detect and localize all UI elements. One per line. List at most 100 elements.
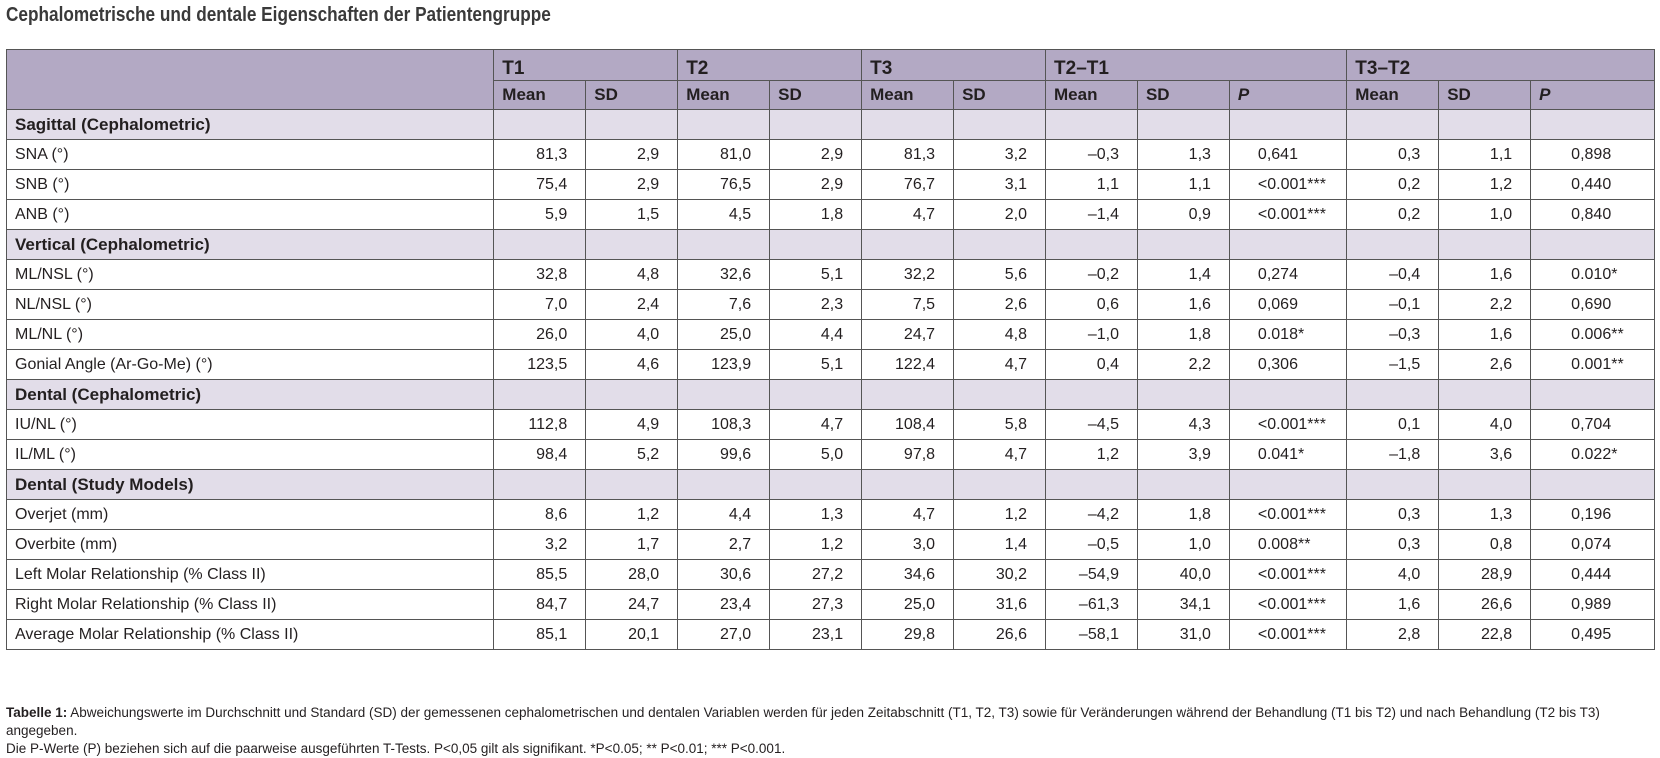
value-cell: 4,8 [953,319,1047,350]
value-cell: 5,8 [953,409,1047,440]
value-cell: –1,4 [1045,199,1138,230]
p-value-cell: 0,495 [1530,619,1655,650]
value-cell: –4,5 [1045,409,1138,440]
value-cell: 5,9 [493,199,587,230]
p-value-cell: <0.001*** [1228,589,1348,620]
value-cell: 1,2 [1438,169,1532,200]
value-cell: 32,2 [861,259,955,290]
value-cell: 1,8 [769,199,863,230]
row-label: ML/NSL (°) [5,259,495,290]
section-empty-cell [493,469,587,500]
value-cell: 2,7 [677,529,771,560]
header-group-t1: T1 [493,49,679,81]
value-cell: 5,0 [769,439,863,470]
section-empty-cell [585,379,679,410]
section-empty-cell [861,109,955,140]
row-label: ANB (°) [5,199,495,230]
value-cell: 3,1 [953,169,1047,200]
p-value-cell: 0.010* [1530,259,1655,290]
value-cell: 81,3 [493,139,587,170]
p-value-cell: 0,069 [1228,289,1348,320]
header-mean: Mean [493,80,587,110]
section-empty-cell [1530,229,1655,260]
table-caption: Tabelle 1: Abweichungswerte im Durchschn… [6,704,1655,758]
table-row: ML/NL (°) 26,0 4,0 25,0 4,4 24,7 4,8 –1,0 1,8 0.0… [5,319,1655,350]
section-empty-cell [493,379,587,410]
value-cell: 24,7 [585,589,679,620]
caption-text-1: Abweichungswerte im Durchschnitt und Sta… [6,705,1600,738]
section-empty-cell [1045,379,1138,410]
value-cell: 27,2 [769,559,863,590]
section-empty-cell [769,109,863,140]
value-cell: 4,0 [1346,559,1440,590]
value-cell: 1,3 [769,499,863,530]
value-cell: 26,6 [1438,589,1532,620]
header-group-t2-t1: T2–T1 [1045,49,1348,81]
value-cell: 30,2 [953,559,1047,590]
value-cell: 1,2 [1045,439,1138,470]
value-cell: 22,8 [1438,619,1532,650]
value-cell: 2,9 [769,169,863,200]
header-sd: SD [585,80,679,110]
value-cell: 2,6 [1438,349,1532,380]
value-cell: 2,2 [1438,289,1532,320]
value-cell: 0,1 [1346,409,1440,440]
table-body: Sagittal (Cephalometric) SNA (°) 81,3 2,9 81… [5,109,1655,650]
value-cell: 4,4 [677,499,771,530]
section-row: Dental (Cephalometric) [5,379,1655,410]
value-cell: –0,3 [1346,319,1440,350]
p-value-cell: <0.001*** [1228,199,1348,230]
row-label: IU/NL (°) [5,409,495,440]
value-cell: 4,7 [861,199,955,230]
section-empty-cell [1136,469,1230,500]
header-sd: SD [1438,80,1532,110]
value-cell: 2,2 [1136,349,1230,380]
value-cell: 1,6 [1438,259,1532,290]
value-cell: 1,0 [1136,529,1230,560]
row-label: IL/ML (°) [5,439,495,470]
p-value-cell: <0.001*** [1228,619,1348,650]
value-cell: 1,4 [1136,259,1230,290]
value-cell: 1,2 [953,499,1047,530]
value-cell: 0,4 [1045,349,1138,380]
value-cell: –61,3 [1045,589,1138,620]
header-sd: SD [769,80,863,110]
value-cell: 25,0 [861,589,955,620]
value-cell: 1,1 [1136,169,1230,200]
value-cell: 2,9 [585,169,679,200]
header-group-t3: T3 [861,49,1047,81]
section-empty-cell [953,379,1047,410]
value-cell: 0,9 [1136,199,1230,230]
table-row: IL/ML (°) 98,4 5,2 99,6 5,0 97,8 4,7 1,2 3,9 0.04… [5,439,1655,470]
value-cell: 0,8 [1438,529,1532,560]
value-cell: 123,9 [677,349,771,380]
value-cell: –1,0 [1045,319,1138,350]
value-cell: 23,1 [769,619,863,650]
row-label: Overjet (mm) [5,499,495,530]
table-row: NL/NSL (°) 7,0 2,4 7,6 2,3 7,5 2,6 0,6 1,6 0,069–… [5,289,1655,320]
section-empty-cell [677,379,771,410]
value-cell: 5,2 [585,439,679,470]
value-cell: 32,8 [493,259,587,290]
p-value-cell: 0.041* [1228,439,1348,470]
value-cell: 31,6 [953,589,1047,620]
page-title: Cephalometrische und dentale Eigenschaft… [6,4,551,26]
section-empty-cell [1228,229,1348,260]
section-empty-cell [1530,469,1655,500]
value-cell: 27,0 [677,619,771,650]
section-title: Vertical (Cephalometric) [5,229,495,260]
section-empty-cell [769,229,863,260]
section-empty-cell [585,229,679,260]
value-cell: 5,6 [953,259,1047,290]
table-row: Overjet (mm) 8,6 1,2 4,4 1,3 4,7 1,2 –4,2 1,8 <0.… [5,499,1655,530]
table-row: Gonial Angle (Ar-Go-Me) (°) 123,5 4,6 123,9… [5,349,1655,380]
section-row: Vertical (Cephalometric) [5,229,1655,260]
value-cell: 29,8 [861,619,955,650]
value-cell: 99,6 [677,439,771,470]
value-cell: 84,7 [493,589,587,620]
value-cell: 2,3 [769,289,863,320]
value-cell: 4,8 [585,259,679,290]
value-cell: 85,5 [493,559,587,590]
table-row: Average Molar Relationship (% Class II) 8… [5,619,1655,650]
value-cell: 20,1 [585,619,679,650]
